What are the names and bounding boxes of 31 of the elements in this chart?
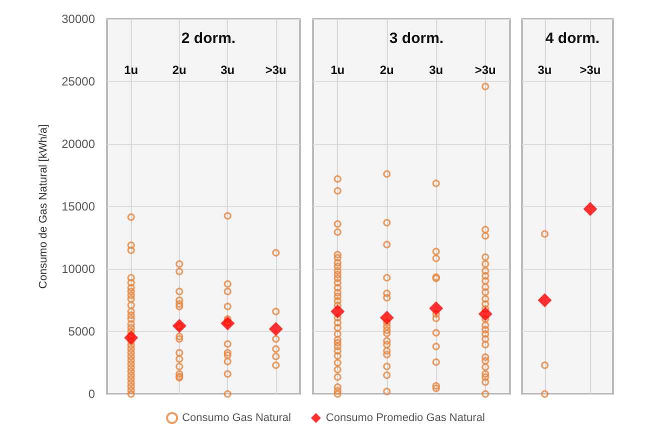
y-tick-label: 10000 [62,262,96,276]
text: 3 dorm. [389,30,444,47]
text: 2 dorm. [181,30,236,47]
point [429,301,444,316]
y-tick-label: 25000 [62,74,96,88]
x-tick-label: 3u [538,63,552,77]
x-tick-label: >3u [474,63,496,77]
x-tick-label: 1u [330,63,345,77]
legend-label: Consumo Gas Natural [182,412,291,424]
x-tick-label: 2u [172,63,186,77]
y-tick-label: 5000 [68,324,96,338]
x-tick-label: 2u [380,63,394,77]
x-tick-label: 1u [124,63,138,77]
y-axis-title: Consumo de Gas Natural [kWh/a] [38,124,50,289]
x-tick-label: 3u [220,63,235,77]
point [268,322,283,336]
y-tick-label: 15000 [62,200,96,214]
legend-label: Consumo Promedio Gas Natural [326,412,485,424]
point [124,330,138,345]
x-tick-label: 3u [429,63,444,77]
x-tick-label: >3u [265,63,286,77]
x-tick-label: >3u [580,63,601,77]
text: 4 dorm. [545,30,600,47]
point [220,316,235,330]
point [478,307,492,321]
point [172,318,186,333]
y-tick-label: 20000 [62,137,96,151]
point [330,304,345,318]
y-tick-label: 0 [88,387,96,401]
point [380,310,394,325]
y-tick-label: 30000 [62,12,96,26]
